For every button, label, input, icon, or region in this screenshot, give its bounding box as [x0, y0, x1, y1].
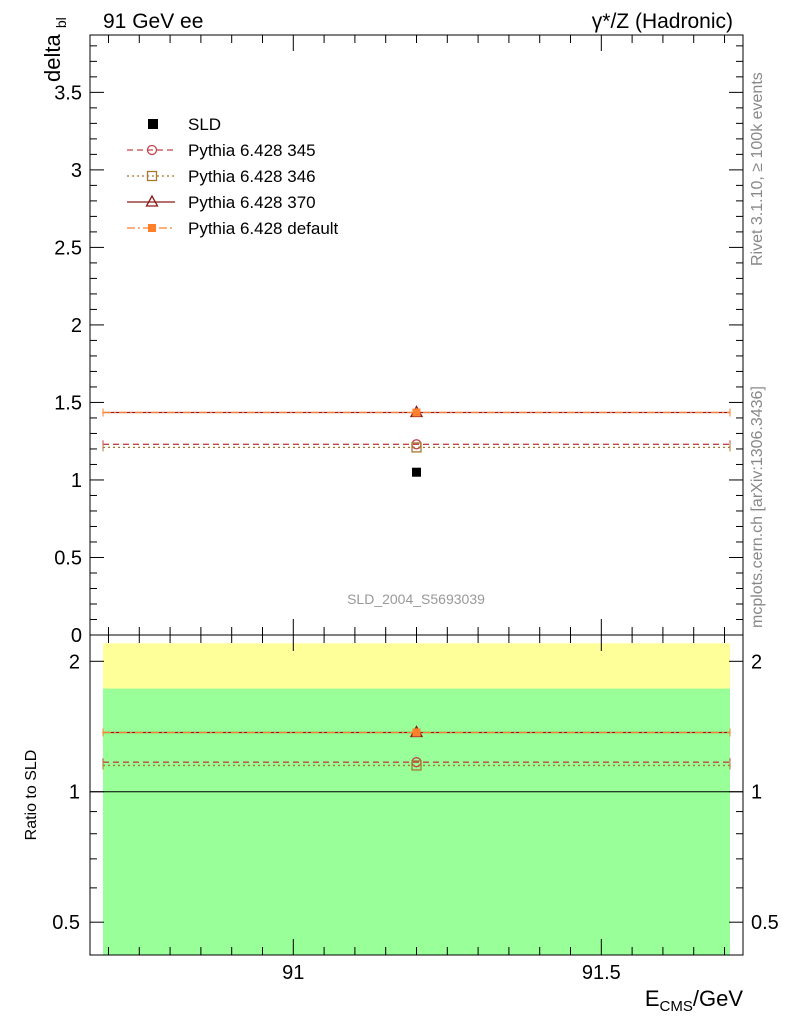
ratio-ytick-label-right: 1 — [751, 782, 762, 804]
main-ylabel: delta bl — [40, 17, 69, 82]
ratio-series-2 — [102, 760, 731, 771]
legend-item: Pythia 6.428 345 — [127, 141, 316, 160]
ratio-ylabel: Ratio to SLD — [23, 750, 40, 841]
legend-label: Pythia 6.428 default — [188, 219, 339, 238]
ratio-ytick-label: 0.5 — [52, 912, 80, 934]
xlabel-sub: CMS — [660, 998, 693, 1015]
legend-item: Pythia 6.428 370 — [127, 193, 316, 212]
ratio-panel: 0.5 0.5 1 1 2 2 91 91.5 — [52, 634, 779, 984]
rivet-side-label: Rivet 3.1.10, ≥ 100k events — [749, 72, 766, 266]
ratio-ytick-label: 1 — [69, 782, 80, 804]
ratio-xtick-label: 91.5 — [582, 962, 621, 984]
main-ytick-label: 1.5 — [54, 392, 82, 414]
main-ytick-label: 1 — [71, 470, 82, 492]
ratio-ytick-label: 2 — [69, 651, 80, 673]
main-series-marker — [412, 408, 421, 417]
header-right-label: γ*/Z (Hadronic) — [592, 10, 733, 33]
legend-label: Pythia 6.428 370 — [188, 193, 316, 212]
ratio-ytick-label-right: 2 — [751, 651, 762, 673]
legend-swatch-marker — [145, 194, 159, 207]
ratio-ytick-label-right: 0.5 — [751, 912, 779, 934]
legend: SLD Pythia 6.428 345 Pythia 6.428 346 Pythi… — [127, 115, 339, 238]
main-ytick-label: 0.5 — [54, 547, 82, 569]
main-series-marker — [411, 442, 422, 453]
legend-item: SLD — [148, 115, 221, 134]
ratio-xtick-label: 91 — [282, 962, 304, 984]
main-ytick-label: 2 — [71, 315, 82, 337]
sld-data-point — [412, 467, 421, 477]
header-left-label: 91 GeV ee — [103, 10, 203, 33]
ratio-series-marker — [412, 728, 421, 737]
main-series-2 — [102, 442, 731, 453]
legend-label: Pythia 6.428 346 — [188, 167, 316, 186]
analysis-watermark: SLD_2004_S5693039 — [347, 591, 485, 607]
legend-swatch-marker — [148, 224, 156, 232]
legend-item: Pythia 6.428 default — [127, 219, 339, 238]
main-ytick-label: 0 — [71, 625, 82, 647]
main-series-1 — [102, 439, 731, 450]
main-ylabel-text: delta — [40, 34, 65, 82]
main-series-4 — [102, 408, 731, 417]
x-axis-label: ECMS/GeV — [645, 986, 743, 1015]
ratio-series-marker — [411, 760, 422, 771]
main-ytick-label: 3.5 — [54, 82, 82, 104]
main-ytick-label: 2.5 — [54, 237, 82, 259]
legend-item: Pythia 6.428 346 — [127, 167, 316, 186]
main-ylabel-subscript: bl — [53, 17, 69, 28]
main-ytick-label: 3 — [71, 160, 82, 182]
legend-label: SLD — [188, 115, 221, 134]
legend-swatch-marker — [146, 170, 158, 182]
mcplots-side-label: mcplots.cern.ch [arXiv:1306.3436] — [749, 386, 766, 628]
legend-label: Pythia 6.428 345 — [188, 141, 316, 160]
ratio-series-4 — [102, 728, 731, 737]
xlabel-main: E — [645, 986, 660, 1011]
legend-swatch — [148, 119, 158, 129]
legend-swatch-marker — [146, 144, 158, 156]
xlabel-tail: /GeV — [693, 986, 743, 1011]
